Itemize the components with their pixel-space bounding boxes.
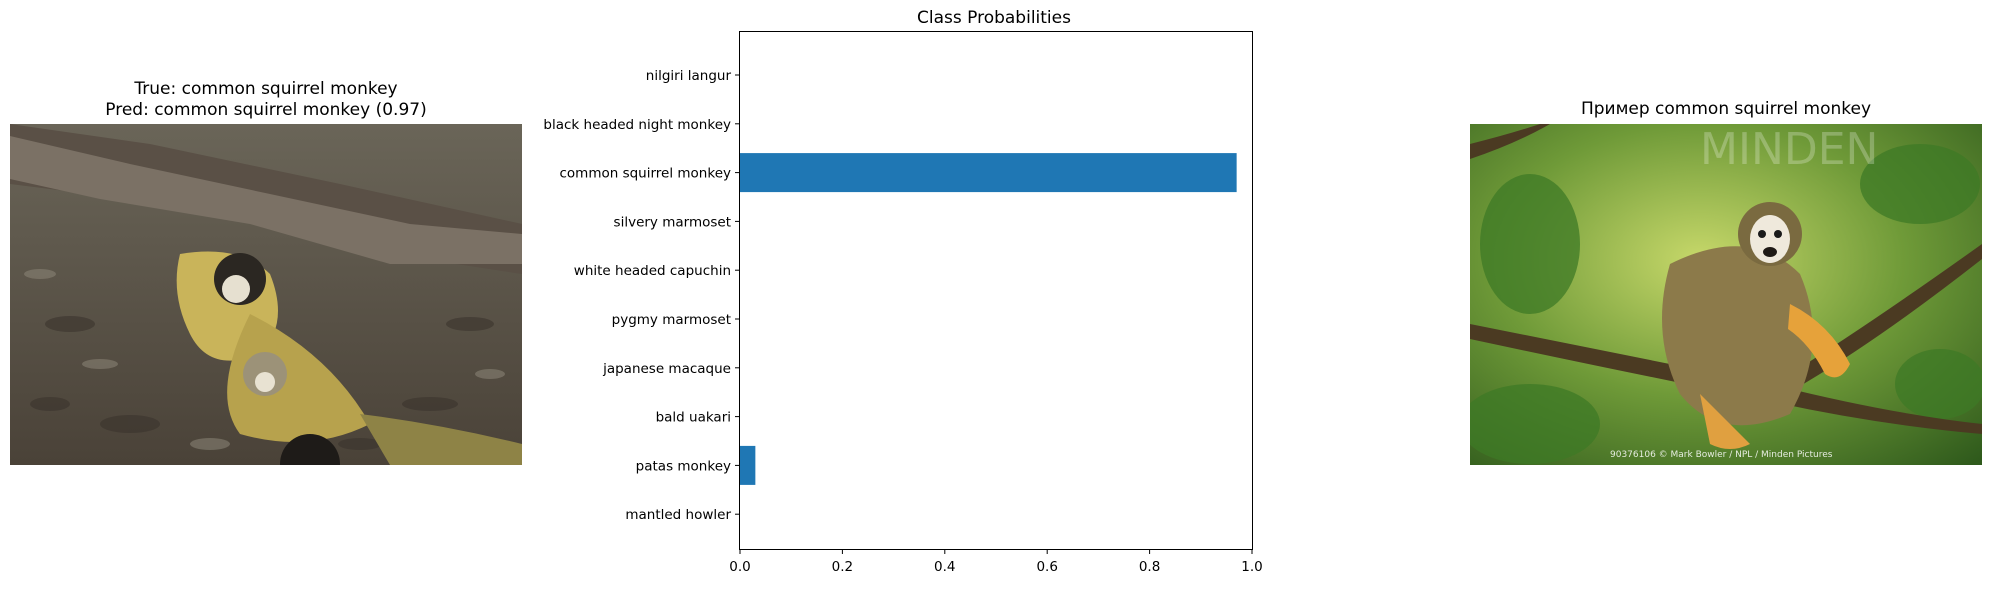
true-label: True: common squirrel monkey (134, 79, 398, 99)
x-tick-label: 0.6 (1036, 559, 1057, 575)
x-tick-label: 0.8 (1139, 559, 1160, 575)
y-tick-labels: nilgiri langur black headed night monkey c… (543, 68, 740, 523)
y-tick-label: common squirrel monkey (559, 166, 731, 182)
input-photo (10, 124, 522, 465)
example-title: Пример common squirrel monkey (1580, 99, 1872, 119)
y-tick-label: patas monkey (636, 458, 731, 474)
x-tick-labels: 0.0 0.2 0.4 0.6 0.8 1.0 (729, 549, 1263, 575)
y-tick-label: black headed night monkey (543, 117, 731, 133)
x-tick-label: 0.4 (934, 559, 955, 575)
plot-frame (739, 31, 1253, 550)
y-tick-label: pygmy marmoset (612, 312, 731, 328)
x-tick-label: 0.0 (729, 559, 750, 575)
example-photo: MINDEN 90376106 © Mark Bowler / NPL / Mi… (1470, 124, 1982, 465)
example-logo-text: MINDEN (1700, 124, 1878, 175)
y-tick-label: silvery marmoset (614, 214, 731, 230)
y-tick-label: japanese macaque (602, 361, 731, 377)
photo-credit: 90376106 © Mark Bowler / NPL / Minden Pi… (1610, 450, 1833, 460)
y-tick-label: nilgiri langur (646, 68, 732, 84)
bar-common-squirrel-monkey (740, 153, 1237, 193)
bar-patas-monkey (740, 445, 756, 485)
chart-title: Class Probabilities (917, 8, 1071, 28)
y-tick-label: bald uakari (656, 410, 731, 426)
example-photo-illustration: MINDEN (1470, 124, 1982, 465)
y-tick-label: white headed capuchin (574, 263, 731, 279)
y-tick-label: mantled howler (625, 507, 731, 523)
bars-group (740, 153, 1237, 485)
x-tick-label: 0.2 (832, 559, 853, 575)
left-panel-title: True: common squirrel monkey Pred: commo… (10, 79, 522, 121)
x-tick-label: 1.0 (1241, 559, 1262, 575)
input-photo-illustration (10, 124, 522, 465)
pred-label: Pred: common squirrel monkey (0.97) (105, 100, 427, 120)
